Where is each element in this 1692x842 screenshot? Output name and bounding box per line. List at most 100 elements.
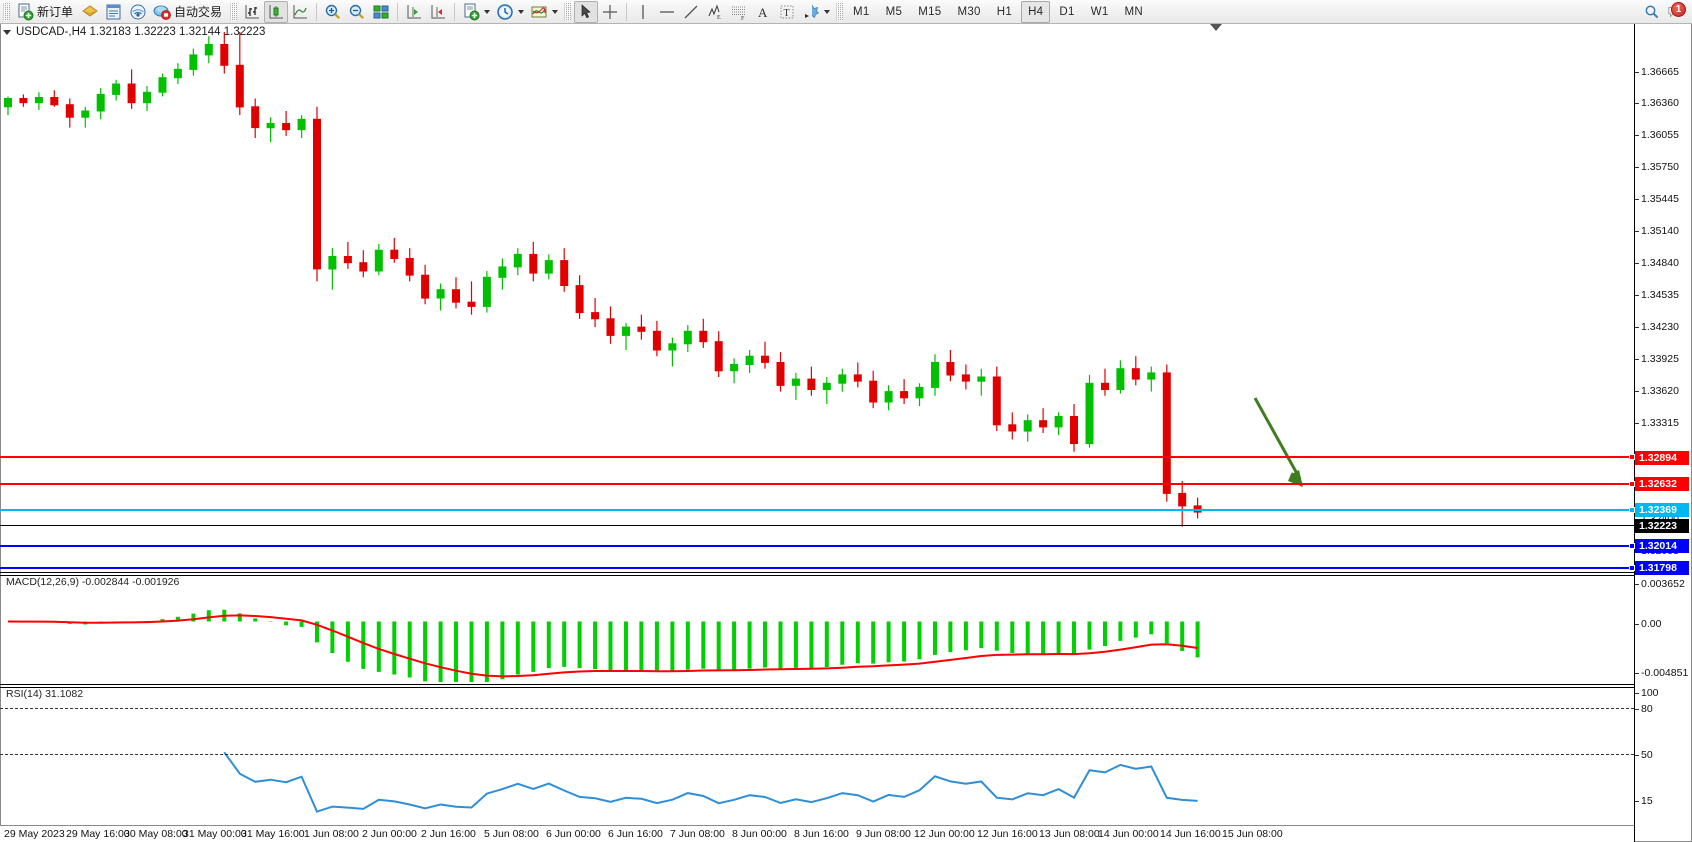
timeframe-m1[interactable]: M1 [853,5,870,18]
signals-button[interactable] [126,1,150,23]
data-window-button[interactable] [102,1,126,23]
auto-scroll-button[interactable] [426,1,450,23]
time-label: 29 May 16:00 [66,828,130,840]
time-label: 13 Jun 08:00 [1039,828,1100,840]
fibonacci-button[interactable]: F [727,1,751,23]
period-icon [497,3,513,20]
line-chart-button[interactable] [288,1,312,23]
indicators-icon [531,6,547,17]
price-tag-current[interactable]: 1.32223 [1635,519,1689,533]
period-dropdown-arrow[interactable] [518,9,525,14]
text-label-button[interactable]: T [775,1,799,23]
rsi-plot [223,751,1198,813]
price-tick: 1.35445 [1635,194,1679,205]
time-label: 6 Jun 16:00 [608,828,663,840]
macd-signal-line [7,614,1198,678]
tile-windows-icon [373,5,389,18]
rsi-pane-divider-top2 [0,687,1634,688]
horizontal-line-icon [660,10,675,13]
bar-chart-icon [245,4,260,18]
tile-windows-button[interactable] [369,1,393,23]
alerts-button[interactable]: 1 [1664,1,1686,21]
cursor-button[interactable] [574,0,599,23]
timeframe-h4[interactable]: H4 [1021,0,1051,23]
zoom-out-icon [349,4,365,19]
period-button[interactable] [493,1,527,23]
vertical-line-button[interactable] [631,1,655,23]
toolbar-grip-3[interactable] [564,2,572,21]
rsi-line [223,751,1198,813]
chart-window[interactable]: USDCAD-,H4 1.32183 1.32223 1.32144 1.322… [0,24,1692,842]
auto-scroll-icon [431,4,446,18]
price-tick: 1.36055 [1635,130,1679,141]
toolbar-grip[interactable] [3,2,10,21]
chart-shift-marker[interactable] [1210,24,1222,31]
timeframe-h1[interactable]: H1 [996,5,1013,18]
timeframe-m30[interactable]: M30 [957,5,981,18]
chart-shift-button[interactable] [402,1,426,23]
time-label: 14 Jun 16:00 [1160,828,1221,840]
text-button[interactable]: A [751,1,775,23]
time-label: 30 May 08:00 [124,828,188,840]
time-label: 7 Jun 08:00 [670,828,725,840]
fibonacci-icon: F [732,6,746,21]
candlestick-chart-button[interactable] [264,0,289,23]
price-axis[interactable]: 1.36665 1.36360 1.36055 1.35750 1.35445 … [1635,24,1692,842]
new-chart-button[interactable] [459,1,493,23]
notification-badge: 1 [1671,1,1686,17]
timeframe-m5[interactable]: M5 [885,5,903,18]
expert-advisor-button[interactable] [78,1,102,23]
price-tag-entry[interactable]: 1.32369 [1635,503,1689,517]
cursor-icon [581,3,591,18]
macd-indicator-label: MACD(12,26,9) -0.002844 -0.001926 [4,576,182,588]
rsi-tick: 15 [1635,796,1653,807]
down-arrow-annotation[interactable] [1253,397,1303,487]
symbol-ohlc-text: USDCAD-,H4 1.32183 1.32223 1.32144 1.322… [16,26,266,38]
timeframe-m15[interactable]: M15 [918,5,942,18]
new-order-label: 新订单 [37,5,74,19]
vertical-line-icon [642,4,644,19]
data-window-icon [106,4,121,19]
timeframe-d1[interactable]: D1 [1059,5,1075,18]
timeframe-mn[interactable]: MN [1124,5,1144,18]
shapes-button[interactable] [799,1,833,23]
price-tick: 1.35140 [1635,226,1679,237]
new-order-button[interactable]: 新订单 [13,1,78,23]
indicators-button[interactable] [527,1,561,23]
price-tick: 1.34840 [1635,258,1679,269]
toolbar-separator-2 [397,2,399,21]
elliott-wave-button[interactable]: E [703,1,727,23]
price-tag-resistance-upper[interactable]: 1.32894 [1635,451,1689,465]
time-label: 9 Jun 08:00 [856,828,911,840]
crosshair-button[interactable] [598,1,622,23]
price-tick: 1.33620 [1635,386,1679,397]
time-label: 1 Jun 08:00 [304,828,359,840]
new-chart-icon [464,3,480,20]
zoom-out-button[interactable] [345,1,369,23]
indicators-dropdown-arrow[interactable] [552,9,559,14]
time-label: 31 May 16:00 [241,828,305,840]
shapes-dropdown-arrow[interactable] [824,9,831,14]
toolbar-grip-2[interactable] [230,2,238,21]
text-label-icon: T [780,5,794,19]
horizontal-line-button[interactable] [655,1,679,23]
price-tick: 1.34230 [1635,322,1679,333]
search-button[interactable] [1640,1,1664,23]
bar-chart-button[interactable] [240,1,264,23]
time-label: 6 Jun 00:00 [546,828,601,840]
price-tag-support-upper[interactable]: 1.32014 [1635,539,1689,553]
price-tag-support-lower[interactable]: 1.31798 [1635,561,1689,575]
rsi-indicator-label: RSI(14) 31.1082 [4,688,86,700]
time-axis[interactable]: 29 May 2023 29 May 16:00 30 May 08:00 31… [0,825,1634,842]
svg-text:F: F [741,16,745,21]
toolbar-separator-3 [454,2,456,21]
autotrading-button[interactable]: 自动交易 [150,1,227,23]
trendline-button[interactable] [679,1,703,23]
chart-menu-triangle-icon[interactable] [3,29,11,35]
price-tag-resistance-lower[interactable]: 1.32632 [1635,477,1689,491]
toolbar-grip-4[interactable] [836,2,844,21]
timeframe-w1[interactable]: W1 [1090,5,1109,18]
new-chart-dropdown-arrow[interactable] [484,9,491,14]
zoom-in-button[interactable] [321,1,345,23]
elliott-wave-icon: E [708,3,721,21]
